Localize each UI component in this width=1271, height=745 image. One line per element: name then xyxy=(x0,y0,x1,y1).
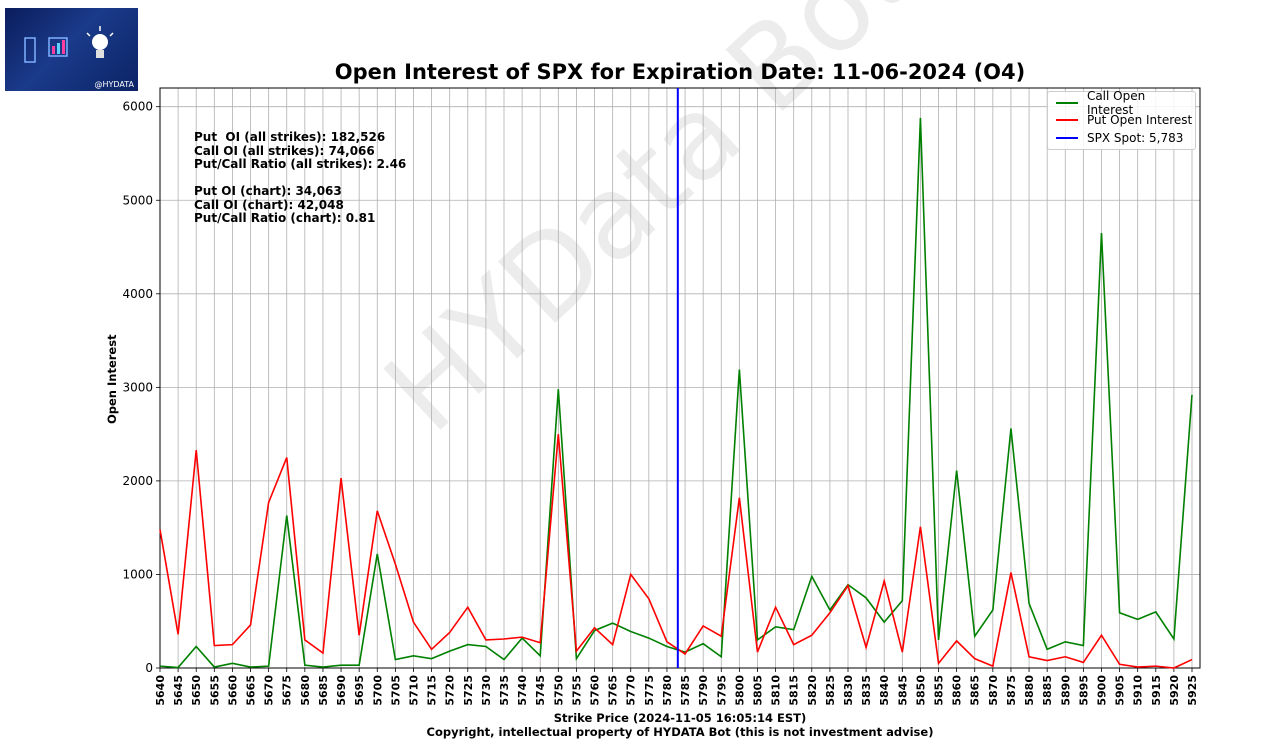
stat-pc-ratio-chart: Put/Call Ratio (chart): 0.81 xyxy=(194,211,376,225)
x-tick-label: 5810 xyxy=(770,675,783,706)
y-tick-label: 3000 xyxy=(122,380,153,394)
hydata-logo: @HYDATA xyxy=(5,8,138,91)
chart-legend: Call Open Interest Put Open Interest SPX… xyxy=(1047,89,1196,150)
x-tick-label: 5710 xyxy=(407,675,420,706)
x-tick-label: 5655 xyxy=(208,675,221,706)
chart-title: Open Interest of SPX for Expiration Date… xyxy=(334,60,1026,84)
x-tick-label: 5885 xyxy=(1041,675,1054,706)
stat-call-oi-chart: Call OI (chart): 42,048 xyxy=(194,197,344,212)
x-tick-label: 5715 xyxy=(426,675,439,706)
stat-put-oi-all: Put OI (all strikes): 182,526 xyxy=(194,130,386,144)
x-tick-label: 5725 xyxy=(462,675,475,706)
legend-label-call: Call Open Interest xyxy=(1086,89,1146,117)
x-tick-label: 5740 xyxy=(516,675,529,706)
x-tick-label: 5730 xyxy=(480,675,493,706)
y-tick-label: 4000 xyxy=(122,287,153,301)
x-tick-label: 5670 xyxy=(263,675,276,706)
legend-swatch-put xyxy=(1056,119,1078,121)
x-tick-label: 5760 xyxy=(589,675,602,706)
y-tick-label: 0 xyxy=(145,661,153,675)
x-tick-label: 5900 xyxy=(1095,675,1108,706)
y-axis-label: Open Interest xyxy=(105,334,119,424)
x-tick-label: 5820 xyxy=(806,675,819,706)
legend-swatch-spot xyxy=(1056,137,1078,139)
x-tick-label: 5835 xyxy=(860,675,873,706)
x-tick-label: 5755 xyxy=(570,675,583,706)
stat-pc-ratio-all: Put/Call Ratio (all strikes): 2.46 xyxy=(194,157,407,171)
legend-item-spot: SPX Spot: 5,783 xyxy=(1056,131,1183,145)
logo-graphic xyxy=(24,26,114,63)
x-tick-label: 5915 xyxy=(1150,675,1163,706)
x-tick-label: 5920 xyxy=(1168,675,1181,706)
call-oi-line xyxy=(159,117,1193,669)
x-tick-label: 5840 xyxy=(878,675,891,706)
x-tick-label: 5860 xyxy=(951,675,964,706)
x-tick-label: 5640 xyxy=(154,675,167,706)
legend-swatch-call xyxy=(1056,102,1078,104)
x-tick-label: 5875 xyxy=(1005,675,1018,706)
x-tick-label: 5785 xyxy=(679,675,692,706)
stats-box: Put OI (all strikes): 182,526 Call OI (a… xyxy=(194,130,407,226)
y-tick-label: 2000 xyxy=(122,474,153,488)
x-tick-label: 5895 xyxy=(1077,675,1090,706)
x-tick-label: 5745 xyxy=(534,675,547,706)
x-tick-label: 5845 xyxy=(896,675,909,706)
stat-call-oi-all: Call OI (all strikes): 74,066 xyxy=(194,143,375,158)
x-tick-label: 5890 xyxy=(1059,675,1072,706)
x-tick-label: 5850 xyxy=(914,675,927,706)
y-tick-label: 1000 xyxy=(122,567,153,581)
y-tick-label: 5000 xyxy=(122,193,153,207)
x-tick-label: 5910 xyxy=(1132,675,1145,706)
x-tick-label: 5705 xyxy=(389,675,402,706)
x-tick-label: 5770 xyxy=(625,675,638,706)
x-tick-label: 5815 xyxy=(788,675,801,706)
y-tick-label: 6000 xyxy=(122,100,153,114)
x-tick-label: 5855 xyxy=(933,675,946,706)
x-axis-label: Strike Price (2024-11-05 16:05:14 EST) xyxy=(553,711,807,725)
x-tick-label: 5700 xyxy=(371,675,384,706)
x-tick-label: 5795 xyxy=(715,675,728,706)
stat-put-oi-chart: Put OI (chart): 34,063 xyxy=(194,184,342,198)
x-tick-label: 5880 xyxy=(1023,675,1036,706)
x-tick-label: 5660 xyxy=(226,675,239,706)
legend-label-spot: SPX Spot: 5,783 xyxy=(1087,131,1184,145)
x-tick-label: 5765 xyxy=(607,675,620,706)
x-tick-label: 5830 xyxy=(842,675,855,706)
x-tick-label: 5780 xyxy=(661,675,674,706)
x-tick-label: 5925 xyxy=(1186,675,1199,706)
x-tick-label: 5870 xyxy=(987,675,1000,706)
legend-label-put: Put Open Interest xyxy=(1087,113,1193,127)
copyright-notice: Copyright, intellectual property of HYDA… xyxy=(426,725,934,739)
logo-handle: @HYDATA xyxy=(94,80,134,89)
x-tick-label: 5790 xyxy=(697,675,710,706)
plot-frame xyxy=(159,87,1201,669)
x-tick-label: 5805 xyxy=(751,675,764,706)
legend-item-put: Put Open Interest xyxy=(1056,113,1192,127)
put-oi-line xyxy=(159,434,1193,669)
x-tick-label: 5680 xyxy=(299,675,312,706)
x-tick-label: 5645 xyxy=(172,675,185,706)
x-tick-label: 5675 xyxy=(281,675,294,706)
x-tick-label: 5690 xyxy=(335,675,348,706)
legend-item-call: Call Open Interest xyxy=(1056,89,1195,117)
x-tick-label: 5750 xyxy=(552,675,565,706)
x-tick-label: 5720 xyxy=(444,675,457,706)
x-tick-label: 5650 xyxy=(190,675,203,706)
x-tick-label: 5695 xyxy=(353,675,366,706)
x-tick-label: 5665 xyxy=(245,675,258,706)
x-tick-label: 5800 xyxy=(733,675,746,706)
x-tick-label: 5735 xyxy=(498,675,511,706)
x-tick-label: 5865 xyxy=(969,675,982,706)
x-tick-label: 5775 xyxy=(643,675,656,706)
x-tick-label: 5685 xyxy=(317,675,330,706)
x-tick-label: 5825 xyxy=(824,675,837,706)
x-tick-label: 5905 xyxy=(1114,675,1127,706)
